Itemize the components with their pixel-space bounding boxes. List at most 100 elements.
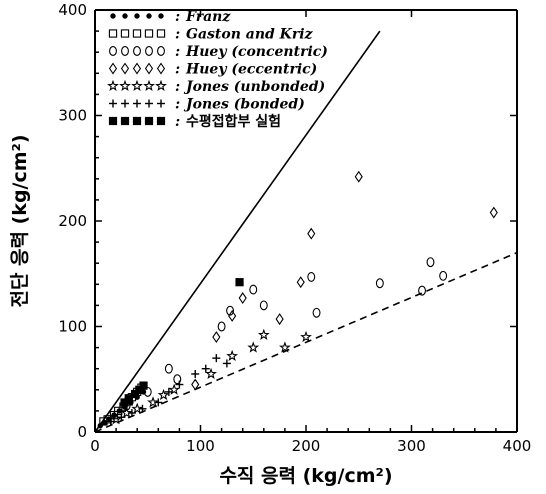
x-tick-label: 400	[503, 437, 532, 455]
data-point-diamond	[212, 331, 221, 344]
data-point-diamond	[228, 309, 237, 322]
legend-marker-circle	[145, 46, 153, 56]
data-point-circle	[375, 278, 384, 289]
y-tick-label: 0	[77, 423, 87, 441]
legend-marker-diamond	[120, 62, 130, 75]
data-point-diamond	[238, 292, 247, 304]
fit-lines	[94, 30, 518, 433]
data-point-circle	[418, 285, 426, 296]
legend-marker-star	[155, 79, 167, 92]
legend-marker-circle	[133, 46, 141, 56]
legend-marker-square	[132, 29, 142, 38]
legend-marker-circle	[109, 46, 117, 56]
data-point-diamond	[191, 378, 200, 391]
legend-marker-plus	[121, 99, 129, 108]
data-point-plus	[154, 398, 163, 407]
x-tick-label: 0	[90, 437, 100, 455]
data-point-filled-square	[135, 385, 144, 394]
data-point-star	[131, 402, 144, 414]
data-point-plus	[164, 387, 173, 396]
data-point-star	[120, 406, 133, 419]
legend-marker-dot	[134, 13, 140, 19]
data-point-diamond	[307, 227, 316, 240]
legend-item: : Jones (bonded)	[109, 97, 305, 113]
data-point-diamond	[354, 170, 363, 183]
x-tick-label: 100	[186, 437, 215, 455]
legend-marker-diamond	[156, 62, 166, 75]
series-diamond	[191, 170, 498, 391]
data-point-circle	[259, 300, 268, 311]
legend-label: Gaston and Kriz	[186, 27, 314, 43]
data-points	[97, 170, 498, 429]
legend-marker-plus	[157, 99, 165, 108]
legend-marker-dot	[146, 13, 152, 19]
data-point-star	[300, 330, 312, 343]
legend-colon: :	[175, 79, 180, 95]
legend-colon: :	[175, 27, 180, 43]
data-point-square	[109, 410, 119, 420]
legend-marker-diamond	[132, 62, 142, 75]
legend-item: : Jones (unbonded)	[107, 79, 325, 95]
legend-colon: :	[175, 62, 180, 78]
legend-label: 수평접합부 실험	[186, 113, 281, 130]
y-tick-label: 200	[58, 212, 87, 230]
legend-item: : Huey (eccentric)	[108, 62, 317, 78]
data-point-star	[226, 349, 239, 362]
legend-marker-filled-square	[144, 116, 154, 126]
data-point-filled-square	[130, 389, 140, 399]
data-point-filled-square	[120, 398, 129, 407]
x-tick-label: 200	[292, 437, 321, 455]
legend-colon: :	[175, 9, 180, 25]
data-point-circle	[312, 307, 321, 318]
data-point-plus	[191, 369, 200, 378]
data-point-star	[205, 367, 217, 379]
legend: : Franz: Gaston and Kriz: Huey (concentric)…	[107, 9, 328, 130]
data-point-diamond	[296, 276, 305, 289]
legend-marker-circle	[121, 46, 129, 56]
legend-marker-filled-square	[108, 116, 118, 126]
legend-colon: :	[175, 44, 180, 60]
legend-marker-diamond	[144, 62, 154, 75]
y-tick-label: 300	[58, 107, 87, 125]
dashed-fit-line	[94, 251, 518, 433]
x-tick-label: 300	[397, 437, 426, 455]
data-point-circle	[307, 271, 316, 282]
legend-label: Huey (eccentric)	[185, 62, 317, 78]
legend-marker-star	[143, 79, 155, 92]
legend-item: : 수평접합부 실험	[108, 113, 281, 130]
legend-marker-dot	[158, 13, 164, 19]
legend-marker-star	[131, 79, 143, 92]
solid-fit-line	[94, 30, 381, 433]
data-point-filled-square	[235, 278, 244, 287]
data-point-circle	[164, 363, 173, 374]
x-axis-title: 수직 응력 (kg/cm²)	[219, 465, 392, 487]
legend-label: Franz	[185, 9, 231, 25]
y-tick-label: 400	[58, 1, 87, 19]
legend-marker-dot	[122, 13, 128, 19]
data-point-circle	[217, 321, 226, 332]
data-point-circle	[249, 284, 258, 295]
legend-item: : Huey (concentric)	[109, 44, 328, 60]
data-point-filled-square	[139, 381, 148, 390]
data-point-star	[279, 341, 291, 353]
series-circle	[122, 257, 448, 411]
legend-marker-star	[107, 79, 119, 92]
legend-colon: :	[175, 114, 180, 130]
legend-label: Jones (unbonded)	[183, 79, 325, 95]
data-point-plus	[138, 404, 147, 413]
legend-marker-dot	[110, 13, 116, 19]
data-point-circle	[173, 374, 182, 385]
legend-label: Huey (concentric)	[185, 44, 328, 60]
legend-marker-square	[108, 29, 118, 38]
data-point-plus	[117, 413, 126, 422]
data-point-star	[257, 328, 270, 340]
data-point-plus	[201, 364, 210, 373]
data-point-circle	[226, 305, 234, 316]
legend-item: : Gaston and Kriz	[108, 27, 314, 43]
data-point-star	[147, 396, 159, 408]
data-point-square	[114, 406, 123, 416]
legend-colon: :	[175, 97, 180, 113]
legend-item: : Franz	[110, 9, 231, 25]
data-point-diamond	[275, 313, 284, 326]
y-tick-label: 100	[58, 318, 87, 336]
